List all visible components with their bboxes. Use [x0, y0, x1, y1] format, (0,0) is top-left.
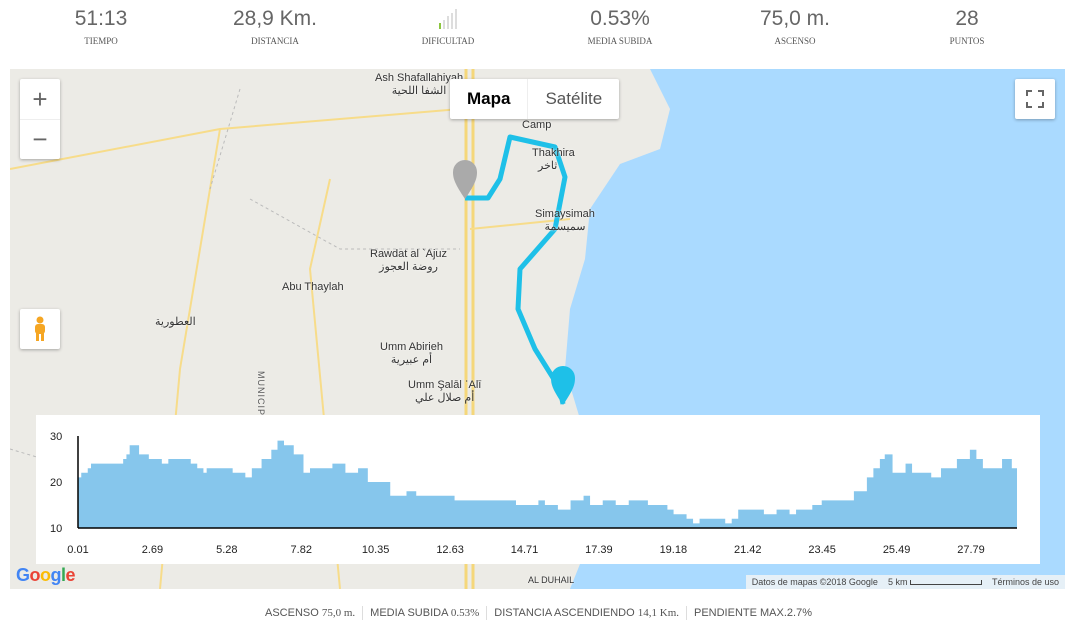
summary-climb-distance: DISTANCIA ASCENDIENDO 14,1 Km. — [486, 606, 686, 620]
difficulty-bars-icon — [373, 6, 523, 32]
fullscreen-button[interactable] — [1015, 79, 1055, 119]
stat-ascent: 75,0 m. ASCENSO — [720, 6, 870, 46]
difficulty-bar — [439, 23, 441, 29]
y-tick-label: 30 — [50, 431, 62, 443]
stat-value: 28 — [955, 7, 979, 30]
stat-avg-climb: 0.53% MEDIA SUBIDA — [545, 6, 695, 46]
map-label: Rawdat al `Ajuz روضة العجوز — [370, 248, 448, 273]
map-type-control: Mapa Satélite — [450, 79, 620, 119]
difficulty-bar — [447, 16, 449, 29]
map-label: Umm Şalāl ʿAlī أم صلال علي — [408, 379, 482, 404]
map[interactable]: Ash Shafallahiyah الشفا اللحية Camp Thakh… — [10, 69, 1065, 589]
zoom-out-button[interactable]: − — [20, 119, 60, 159]
map-type-map-button[interactable]: Mapa — [467, 89, 511, 108]
stat-label: ASCENSO — [774, 36, 816, 46]
difficulty-bar — [451, 12, 453, 29]
pegman-icon — [35, 316, 45, 341]
stat-label: TIEMPO — [84, 36, 118, 46]
map-attribution: Datos de mapas ©2018 Google 5 km Término… — [745, 575, 1065, 589]
stat-label: DISTANCIA — [251, 36, 299, 46]
x-tick-label: 25.49 — [883, 544, 911, 556]
zoom-in-button[interactable]: + — [32, 83, 48, 114]
google-logo: Google — [16, 565, 76, 585]
stat-distance: 28,9 Km. DISTANCIA — [200, 6, 350, 46]
map-label: Simaysimah سميسمة — [535, 208, 595, 233]
stats-bar: 51:13 TIEMPO 28,9 Km. DISTANCIA DIFICULTAD… — [0, 0, 1077, 60]
map-label: ثاخر — [538, 160, 558, 172]
map-label: MUNICIP — [256, 371, 266, 416]
stat-value: 75,0 m. — [759, 7, 831, 30]
x-tick-label: 7.82 — [291, 544, 312, 556]
x-tick-label: 17.39 — [585, 544, 613, 556]
x-tick-label: 27.79 — [957, 544, 985, 556]
map-label: Camp — [522, 119, 552, 131]
summary-ascent: ASCENSO 75,0 m. — [265, 607, 356, 619]
difficulty-bar — [443, 19, 445, 29]
stat-value: 28,9 Km. — [232, 7, 318, 30]
stat-label: MEDIA SUBIDA — [587, 36, 653, 46]
stat-difficulty: DIFICULTAD — [373, 6, 523, 46]
map-type-satellite-button[interactable]: Satélite — [527, 79, 619, 119]
stat-label: DIFICULTAD — [421, 36, 475, 46]
elevation-chart: 30 20 10 0.01 2.69 5.28 7.82 10.35 12.63 14.71 17.… — [50, 431, 1017, 556]
fullscreen-icon — [1026, 90, 1044, 108]
x-tick-label: 12.63 — [436, 544, 464, 556]
stat-time: 51:13 TIEMPO — [26, 6, 176, 46]
x-tick-label: 10.35 — [362, 544, 390, 556]
road — [10, 108, 610, 589]
stat-value: 0.53% — [590, 7, 650, 30]
map-label: Abu Thaylah — [282, 281, 344, 293]
x-tick-label: 5.28 — [216, 544, 237, 556]
start-marker-icon[interactable] — [453, 160, 477, 199]
elevation-profile: 30 20 10 0.01 2.69 5.28 7.82 10.35 12.63 14.71 17.… — [36, 415, 1040, 564]
route-line — [465, 134, 568, 405]
stat-points: 28 PUNTOS — [892, 6, 1042, 46]
map-label: Ash Shafallahiyah الشفا اللحية — [375, 72, 464, 97]
zoom-control: + − — [20, 79, 60, 159]
summary-avg-climb: MEDIA SUBIDA 0.53% — [362, 606, 486, 620]
map-label: Thakhira — [532, 147, 575, 159]
stat-label: PUNTOS — [949, 36, 985, 46]
summary-max-slope: PENDIENTE MAX.2.7% — [686, 606, 819, 620]
street-view-pegman-button[interactable] — [20, 309, 60, 349]
map-label: العطورية — [155, 316, 196, 328]
y-tick-label: 10 — [50, 523, 62, 535]
x-tick-label: 19.18 — [660, 544, 688, 556]
x-tick-label: 14.71 — [511, 544, 539, 556]
terms-link[interactable]: Términos de uso — [991, 577, 1059, 587]
map-label: AL DUHAIL — [528, 575, 575, 585]
end-marker-icon[interactable] — [551, 366, 575, 405]
x-tick-label: 0.01 — [67, 544, 88, 556]
y-tick-label: 20 — [50, 477, 62, 489]
map-data-credit: Datos de mapas ©2018 Google — [751, 577, 878, 587]
elevation-area — [78, 440, 1017, 528]
summary-bar: ASCENSO 75,0 m. MEDIA SUBIDA 0.53% DISTA… — [0, 606, 1077, 620]
map-label: Umm Abirieh أم عبيرية — [380, 341, 443, 366]
stat-value: 51:13 — [74, 7, 128, 30]
scale-bar[interactable]: 5 km — [888, 577, 982, 587]
x-tick-label: 23.45 — [808, 544, 836, 556]
x-tick-label: 2.69 — [142, 544, 163, 556]
difficulty-bar — [455, 9, 457, 29]
x-tick-label: 21.42 — [734, 544, 762, 556]
